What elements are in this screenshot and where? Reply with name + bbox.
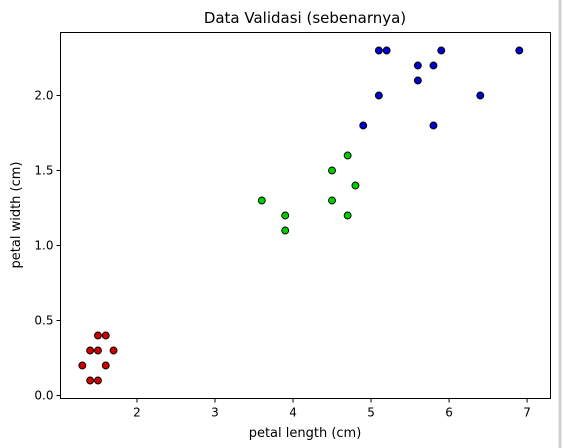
axis-ticks: 2 3 4 5 6 7 0.0 0.5 1.0 1.5 2.0 (34, 89, 531, 420)
scatter-point (94, 376, 102, 385)
x-tick-label: 7 (523, 406, 531, 420)
scatter-point (359, 121, 368, 130)
y-axis-label: petal width (cm) (9, 162, 24, 269)
scatter-point (281, 211, 290, 220)
scatter-point (257, 196, 266, 205)
scatter-point (94, 346, 102, 355)
scatter-point (476, 91, 485, 100)
scatter-point (86, 346, 95, 355)
scatter-point (413, 76, 422, 85)
x-tick-label: 6 (445, 406, 453, 420)
scatter-point (86, 376, 95, 385)
scatter-point (515, 46, 524, 55)
x-tick-label: 4 (289, 406, 297, 420)
chart-title: Data Validasi (sebenarnya) (204, 9, 406, 27)
scatter-point (437, 46, 446, 55)
scatter-point (101, 361, 110, 370)
scatter-point (343, 151, 352, 160)
scatter-point (101, 331, 110, 340)
scatter-point (374, 46, 383, 55)
data-points (78, 46, 524, 385)
y-tick-label: 1.5 (34, 164, 53, 178)
scatter-point (374, 91, 383, 100)
plot-frame (60, 32, 551, 399)
scatter-point (109, 346, 118, 355)
scatter-point (328, 166, 336, 175)
scatter-point (281, 226, 290, 235)
scatter-point (429, 61, 438, 70)
x-axis-label: petal length (cm) (249, 426, 362, 441)
scatter-point (413, 61, 422, 70)
x-tick-label: 5 (367, 406, 375, 420)
y-tick-label: 0.5 (34, 314, 53, 328)
scatter-point (94, 331, 102, 340)
y-tick-label: 0.0 (34, 389, 53, 403)
x-tick-label: 3 (211, 406, 219, 420)
scatter-point (343, 211, 352, 220)
x-tick-label: 2 (133, 406, 141, 420)
scatter-point (328, 196, 336, 205)
scatter-point (351, 181, 360, 190)
scatter-point (78, 361, 87, 370)
scatter-point (429, 121, 438, 130)
scatter-point (382, 46, 391, 55)
y-tick-label: 2.0 (34, 89, 53, 103)
y-tick-label: 1.0 (34, 239, 53, 253)
